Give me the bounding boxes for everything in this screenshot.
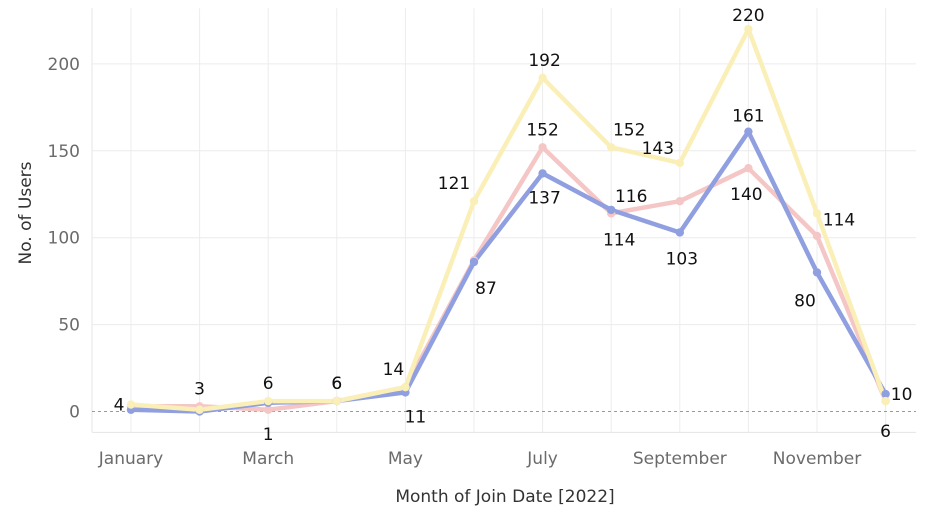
data-point	[675, 197, 684, 206]
data-point	[538, 73, 547, 83]
data-point	[812, 268, 822, 277]
data-label: 121	[438, 174, 470, 194]
data-label: 14	[383, 360, 405, 380]
data-point	[744, 163, 753, 173]
data-label: 6	[263, 374, 274, 394]
data-label: 3	[194, 379, 205, 399]
data-point	[675, 228, 684, 237]
data-point	[401, 382, 410, 392]
y-tick-label: 200	[48, 55, 80, 75]
data-label: 152	[526, 120, 558, 140]
data-label: 4	[114, 396, 125, 416]
data-label: 10	[891, 385, 913, 405]
y-tick-label: 0	[69, 403, 80, 423]
series-lines	[128, 26, 888, 414]
data-label: 114	[603, 230, 635, 250]
data-label: 6	[331, 374, 342, 394]
data-label: 6	[331, 374, 342, 394]
data-labels: 3 1 6 152 114 140 11 87 137 116 103 161 80 10 4 6 6 14 121…	[114, 6, 913, 445]
y-tick-label: 100	[48, 229, 80, 249]
x-tick-label: May	[388, 449, 423, 469]
x-tick-label: July	[526, 449, 558, 469]
data-point	[264, 405, 273, 414]
data-label: 152	[613, 120, 645, 140]
x-tick-label: January	[98, 449, 163, 469]
series-line-1	[128, 145, 888, 413]
x-axis-title: Month of Join Date [2022]	[395, 487, 614, 507]
data-label: 80	[794, 291, 816, 311]
data-label: 103	[666, 249, 698, 269]
data-label: 11	[405, 407, 427, 427]
data-point	[264, 396, 273, 406]
data-point	[469, 197, 479, 206]
data-label: 143	[642, 139, 674, 159]
y-tick-label: 150	[48, 142, 80, 162]
data-point	[744, 127, 753, 136]
x-tick-label: March	[242, 449, 294, 469]
series-points	[126, 24, 890, 416]
series-line-2	[128, 129, 888, 414]
data-point	[538, 169, 547, 178]
x-tick-label: September	[633, 449, 727, 469]
data-point	[538, 143, 547, 152]
data-label: 116	[615, 187, 647, 207]
data-point	[607, 205, 616, 215]
data-point	[469, 257, 479, 267]
y-axis-ticks: 0 50 100 150 200	[48, 55, 80, 423]
data-point	[195, 405, 204, 414]
data-label: 114	[823, 210, 855, 230]
data-point	[607, 143, 616, 152]
x-tick-label: November	[773, 449, 861, 469]
data-label: 220	[732, 6, 764, 26]
data-point	[881, 389, 890, 399]
data-label: 192	[528, 51, 560, 71]
data-label: 161	[732, 107, 764, 127]
data-label: 137	[528, 188, 560, 208]
data-point	[332, 396, 341, 406]
data-label: 1	[263, 425, 274, 445]
data-label: 140	[730, 185, 762, 205]
data-label: 87	[475, 279, 497, 299]
x-axis-ticks: January March May July September November	[98, 449, 861, 469]
data-point	[744, 24, 753, 34]
gridlines	[91, 8, 916, 433]
data-point	[812, 231, 822, 241]
data-point	[812, 209, 822, 218]
data-point	[126, 400, 136, 409]
y-axis-title: No. of Users	[16, 161, 36, 264]
data-point	[675, 158, 684, 168]
y-tick-label: 50	[58, 316, 80, 336]
data-label: 6	[880, 422, 891, 442]
series-line-3	[128, 26, 888, 413]
data-point	[881, 396, 890, 406]
